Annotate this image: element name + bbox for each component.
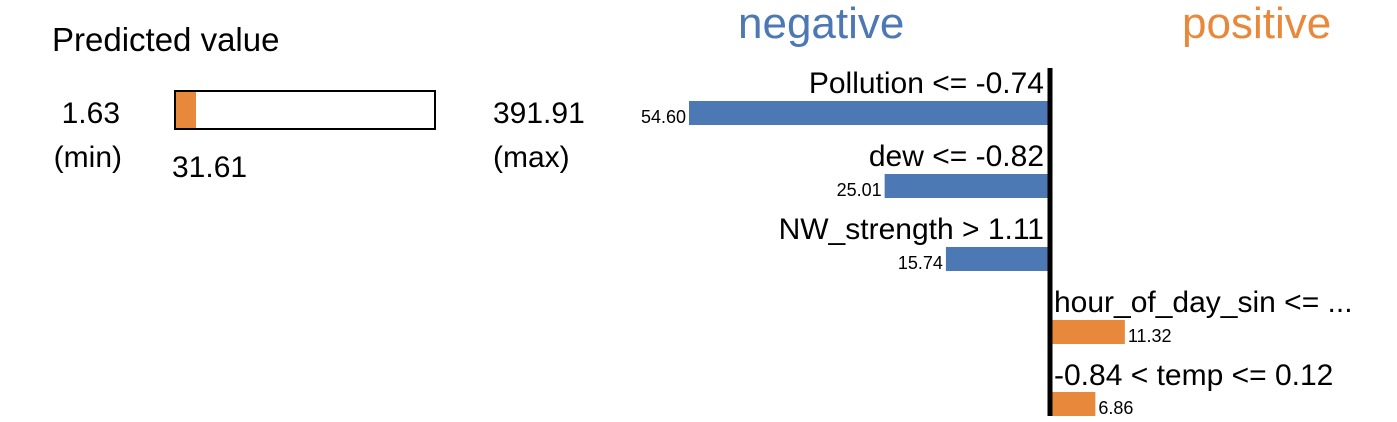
contribution-bar bbox=[1050, 392, 1096, 416]
contribution-value-label: 54.60 bbox=[641, 107, 686, 127]
contribution-value-label: 15.74 bbox=[898, 253, 943, 273]
feature-label: Pollution <= -0.74 bbox=[809, 67, 1044, 100]
contribution-value-label: 6.86 bbox=[1098, 398, 1133, 418]
contribution-bar bbox=[689, 101, 1050, 125]
predicted-value-label: 31.61 bbox=[172, 151, 248, 184]
feature-label: hour_of_day_sin <= ... bbox=[1054, 286, 1353, 319]
feature-label: NW_strength > 1.11 bbox=[779, 213, 1044, 246]
contribution-value-label: 11.32 bbox=[1128, 326, 1172, 346]
contribution-bar bbox=[884, 174, 1050, 198]
predicted-max-value: 391.91 bbox=[493, 97, 585, 130]
feature-label: -0.84 < temp <= 0.12 bbox=[1054, 359, 1333, 392]
contribution-bar bbox=[945, 247, 1050, 271]
predicted-value-fill bbox=[176, 92, 196, 128]
predicted-min-value: 1.63 bbox=[61, 97, 120, 130]
contribution-bar bbox=[1050, 320, 1125, 344]
contribution-value-label: 25.01 bbox=[837, 180, 882, 200]
predicted-min-label: (min) bbox=[53, 141, 122, 174]
legend-negative: negative bbox=[738, 0, 905, 48]
legend-positive: positive bbox=[1182, 0, 1332, 48]
predicted-max-label: (max) bbox=[493, 141, 570, 174]
predicted-value-bar bbox=[174, 90, 436, 130]
predicted-value-title: Predicted value bbox=[52, 21, 280, 58]
feature-label: dew <= -0.82 bbox=[869, 140, 1044, 173]
